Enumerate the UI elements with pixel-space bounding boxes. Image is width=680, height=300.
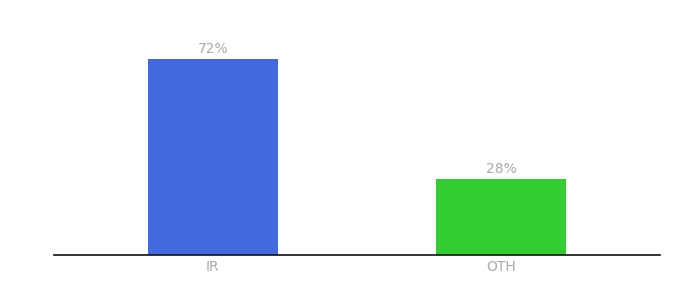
Text: 72%: 72% bbox=[198, 42, 228, 56]
Bar bbox=[437, 179, 566, 255]
Text: 28%: 28% bbox=[486, 162, 517, 176]
Bar bbox=[148, 59, 277, 255]
